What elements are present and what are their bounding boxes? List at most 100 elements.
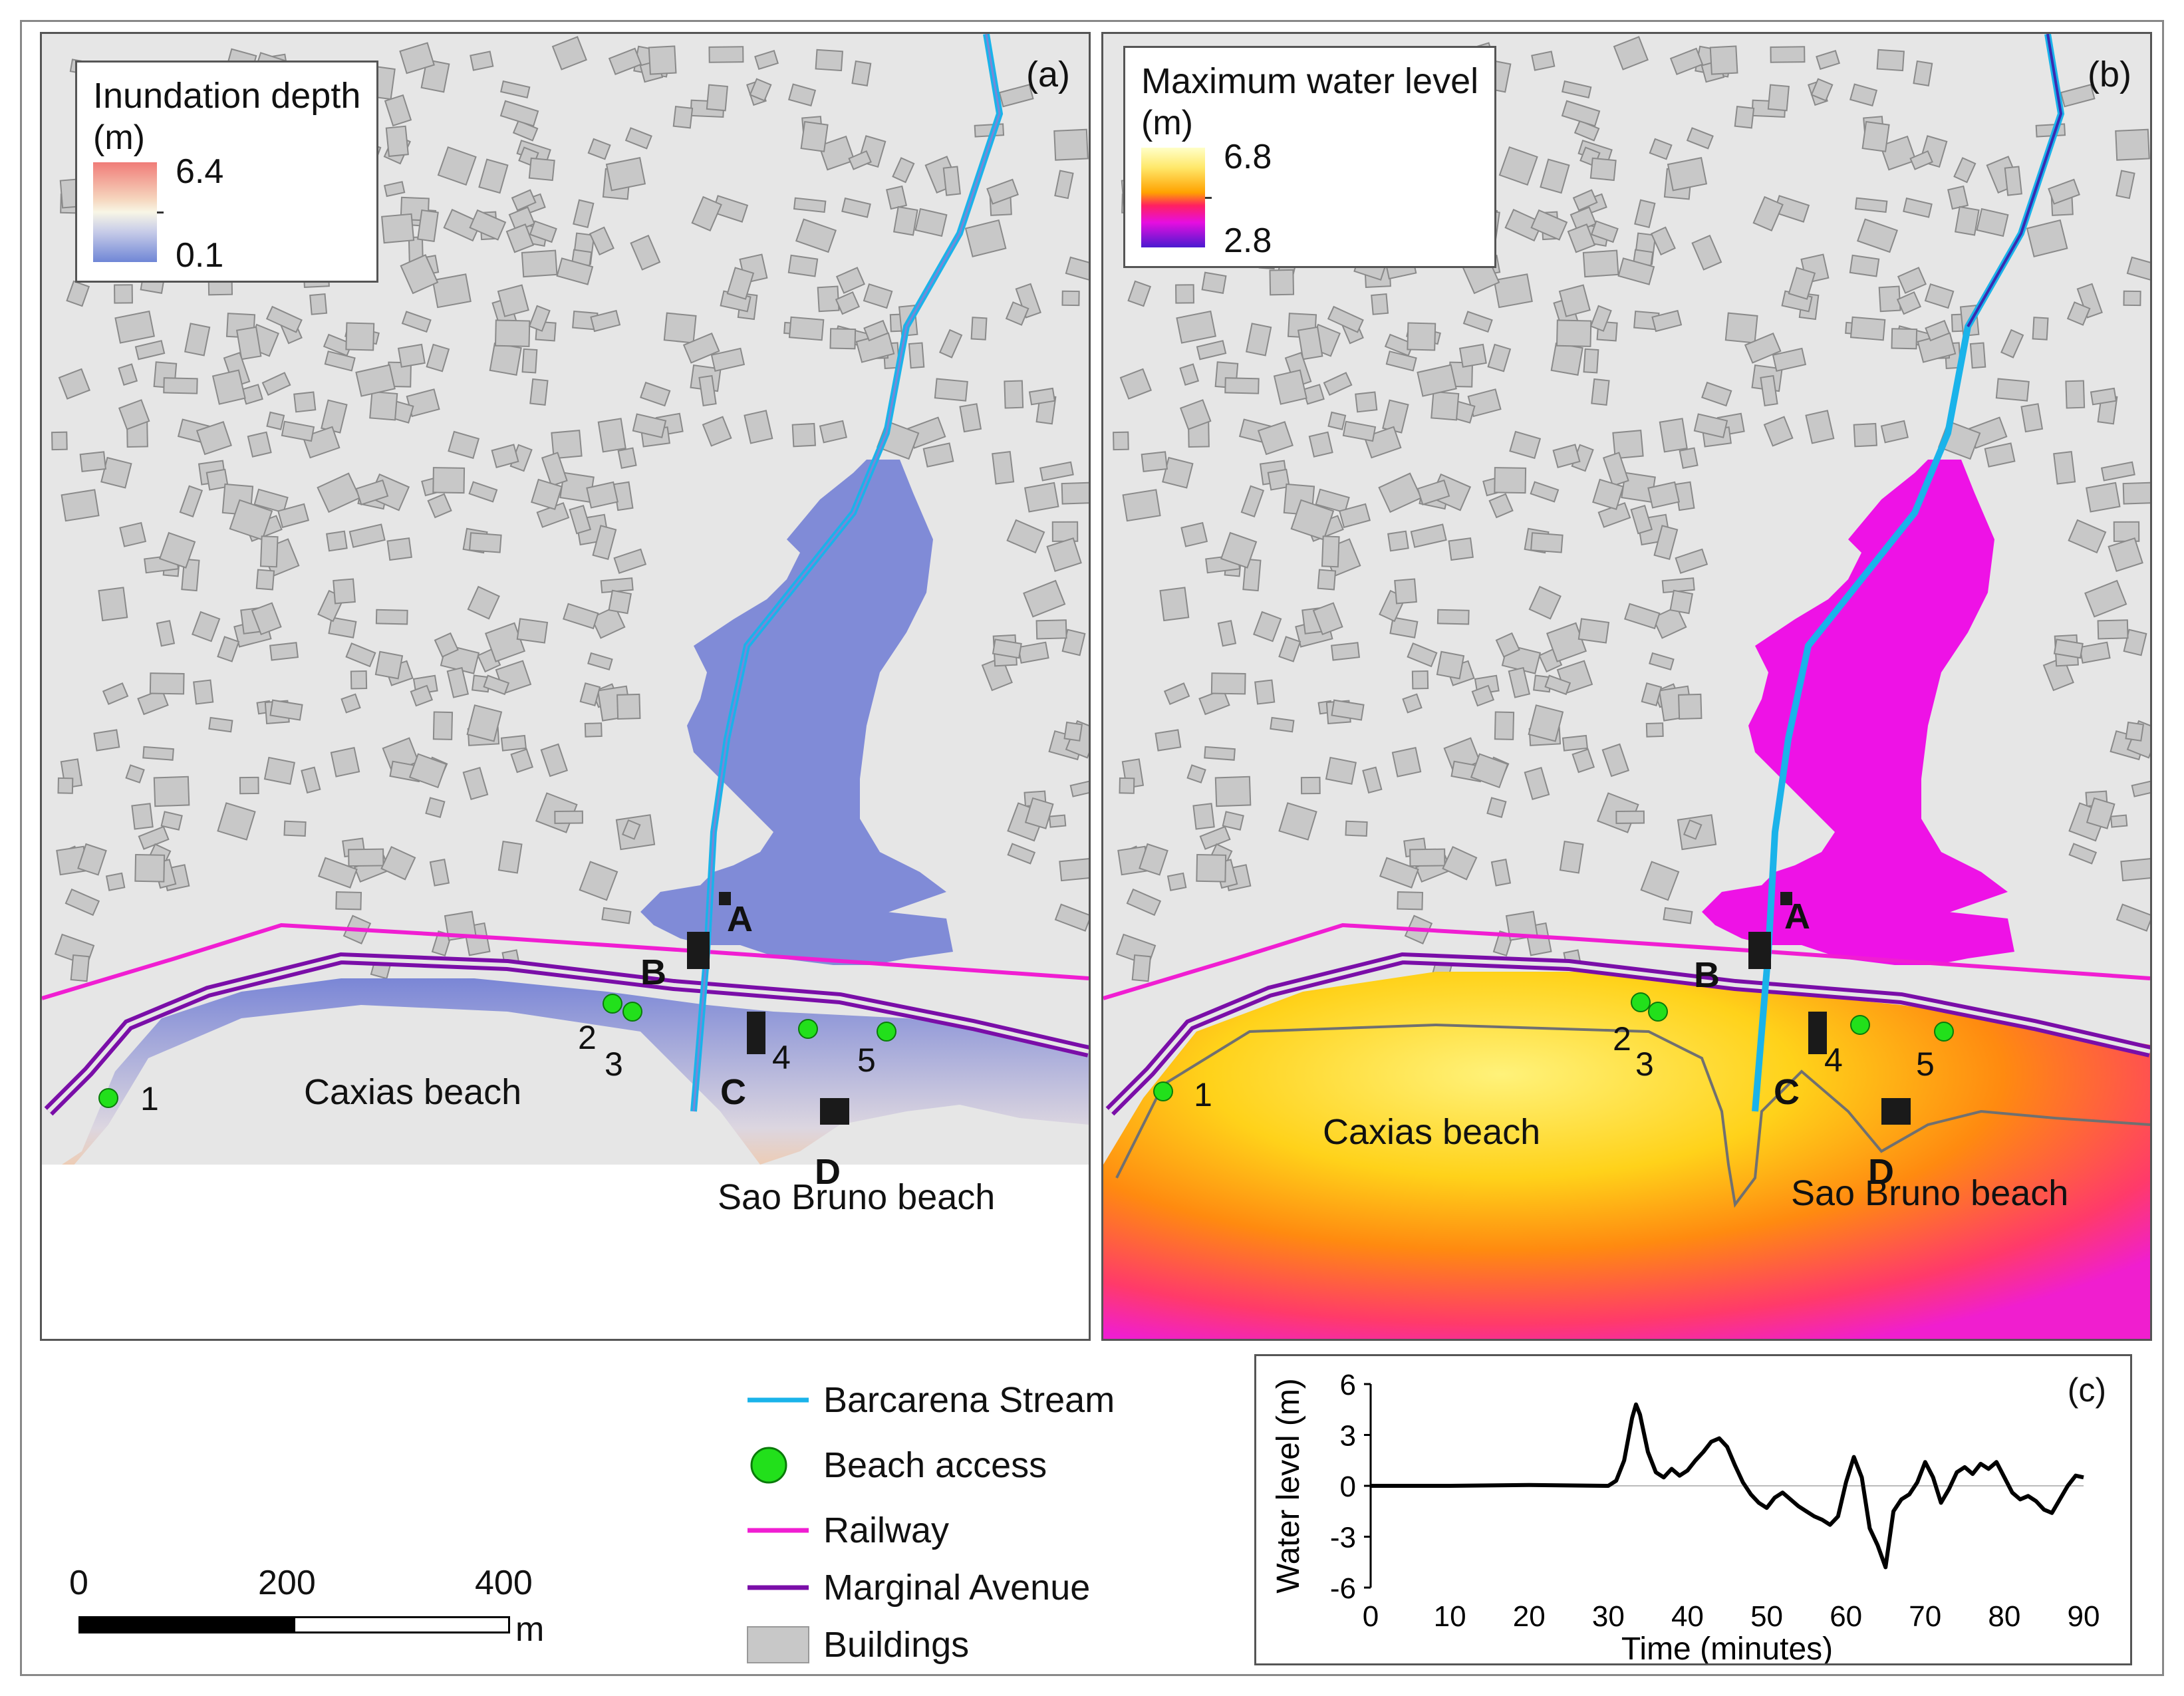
building-footprint — [1624, 603, 1661, 630]
building-footprint — [1675, 548, 1708, 574]
building-footprint — [970, 317, 988, 341]
building-footprint — [1788, 267, 1816, 300]
railway-line-icon — [748, 1528, 809, 1533]
building-footprint — [1126, 888, 1162, 917]
building-footprint — [744, 410, 773, 444]
building-footprint — [589, 226, 614, 256]
building-footprint — [330, 747, 360, 777]
x-tick-label: 80 — [1988, 1600, 2020, 1633]
building-footprint — [317, 472, 361, 513]
building-footprint — [1417, 479, 1450, 505]
building-footprint — [1493, 273, 1533, 309]
building-footprint — [1407, 642, 1438, 668]
barcarena-stream-b-inner — [1967, 34, 2063, 327]
building-footprint — [1061, 629, 1086, 656]
building-footprint — [77, 843, 107, 876]
building-footprint — [1683, 819, 1703, 840]
building-footprint — [1127, 280, 1152, 307]
water-level-upstream-b — [1702, 460, 2014, 965]
building-footprint — [266, 411, 285, 430]
building-footprint — [2079, 641, 2111, 664]
building-footprint — [1371, 293, 1389, 315]
building-footprint — [397, 343, 426, 368]
building-footprint — [2125, 721, 2145, 742]
building-footprint — [1327, 305, 1364, 333]
building-footprint — [787, 83, 817, 107]
building-footprint — [2123, 629, 2147, 656]
building-footprint — [277, 503, 310, 529]
panel-letter-c: (c) — [2067, 1371, 2106, 1409]
building-footprint — [1257, 421, 1294, 456]
building-footprint — [205, 468, 229, 491]
x-tick-label: 60 — [1830, 1600, 1862, 1633]
building-footprint — [345, 322, 375, 351]
building-footprint — [1387, 530, 1409, 552]
building-footprint — [1442, 845, 1478, 881]
building-footprint — [156, 620, 176, 647]
legend-label-stream: Barcarena Stream — [823, 1380, 1115, 1420]
building-footprint — [2116, 903, 2150, 932]
building-footprint — [163, 377, 198, 394]
building-footprint — [1531, 51, 1556, 71]
site-label-d-b: D — [1868, 1152, 1894, 1192]
building-footprint — [521, 348, 538, 374]
building-footprint — [1054, 903, 1089, 932]
building-footprint — [1378, 472, 1423, 513]
building-footprint — [1653, 525, 1679, 560]
building-footprint — [348, 523, 386, 548]
building-footprint — [569, 504, 592, 535]
building-footprint — [2060, 84, 2096, 108]
building-footprint — [1192, 803, 1215, 830]
building-footprint — [795, 218, 837, 253]
building-footprint — [1024, 797, 1054, 829]
building-footprint — [261, 372, 291, 396]
building-footprint — [1355, 391, 1378, 413]
building-footprint — [708, 46, 744, 63]
building-footprint — [1053, 128, 1089, 161]
ramp-max-b: 6.8 — [1224, 138, 1272, 176]
building-footprint — [497, 284, 529, 317]
building-footprint — [590, 605, 626, 639]
building-footprint — [1552, 444, 1581, 468]
building-footprint — [1470, 753, 1509, 789]
building-footprint — [516, 618, 549, 644]
building-footprint — [1163, 682, 1190, 706]
building-footprint — [754, 50, 779, 71]
building-footprint — [1175, 284, 1194, 304]
building-footprint — [1018, 641, 1049, 664]
building-footprint — [1166, 872, 1187, 891]
building-footprint — [1436, 609, 1470, 625]
building-footprint — [819, 420, 847, 444]
building-footprint — [892, 206, 918, 236]
marginal-avenue-a-inner — [47, 956, 1089, 1113]
building-footprint — [134, 340, 166, 360]
building-footprint — [1701, 381, 1732, 407]
building-footprint — [1119, 368, 1153, 400]
map-b-canvas — [1103, 34, 2150, 1339]
building-footprint — [383, 181, 406, 198]
building-footprint — [613, 548, 647, 574]
building-footprint — [255, 569, 275, 591]
building-footprint — [114, 284, 133, 304]
color-ramp-b: 6.8 2.8 — [1141, 138, 1478, 260]
caxias-beach-label-b: Caxias beach — [1323, 1112, 1541, 1152]
building-footprint — [386, 537, 412, 561]
building-footprint — [494, 319, 531, 347]
building-footprint — [1691, 234, 1722, 271]
building-footprint — [432, 467, 466, 494]
building-footprint — [1651, 309, 1683, 333]
building-footprint — [1984, 442, 2016, 468]
building-footprint — [61, 489, 100, 522]
building-footprint — [1323, 372, 1353, 396]
building-footprint — [1897, 267, 1927, 294]
building-footprint — [137, 688, 169, 716]
building-footprint — [259, 535, 279, 568]
building-footprint — [992, 638, 1022, 659]
building-footprint — [1590, 220, 1619, 243]
building-footprint — [1849, 316, 1886, 341]
building-footprint — [446, 666, 470, 698]
building-footprint — [102, 682, 129, 706]
building-footprint — [1411, 670, 1429, 690]
building-footprint — [1327, 411, 1347, 430]
building-footprint — [1649, 652, 1675, 671]
